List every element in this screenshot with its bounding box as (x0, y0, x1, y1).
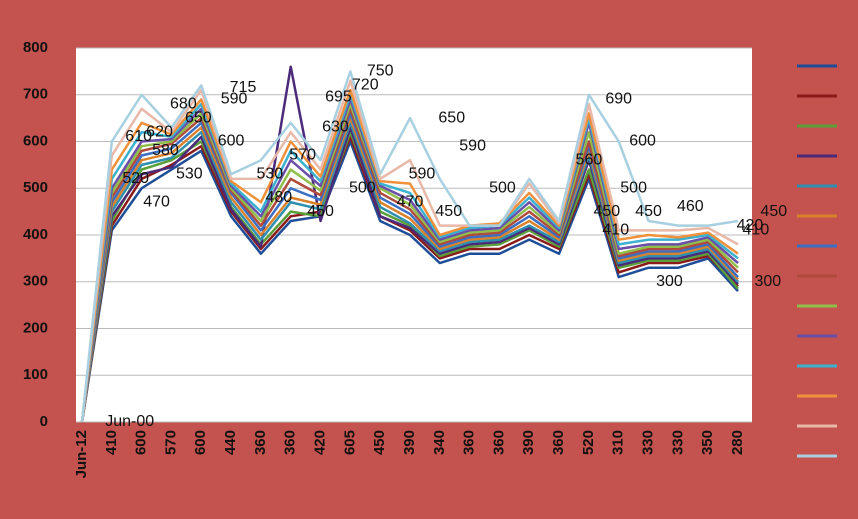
x-tick-label: 570 (162, 430, 179, 455)
x-tick-label: 450 (371, 430, 388, 455)
annotation: 500 (489, 179, 516, 196)
annotation: 410 (743, 222, 770, 239)
annotation: 570 (289, 147, 316, 164)
annotation: 500 (349, 179, 376, 196)
series-line (80, 140, 739, 423)
annotation: 450 (307, 203, 334, 220)
x-tick-label: 440 (222, 430, 239, 455)
y-tick-label: 200 (23, 319, 48, 336)
annotation: 420 (737, 217, 764, 234)
series-line (80, 65, 739, 423)
annotation: 520 (122, 170, 149, 187)
x-tick-label: 360 (490, 430, 507, 455)
x-tick-label: 520 (580, 430, 597, 455)
annotation: 530 (257, 165, 284, 182)
annotation: 450 (593, 203, 620, 220)
x-tick-label: 350 (699, 430, 716, 455)
annotation: 580 (152, 142, 179, 159)
y-tick-label: 400 (23, 226, 48, 243)
series-line (80, 102, 739, 423)
y-tick-label: 300 (23, 273, 48, 290)
x-tick-label: 330 (669, 430, 686, 455)
x-tick-label: 310 (610, 430, 627, 455)
y-tick-label: 0 (40, 413, 48, 430)
annotation: 650 (438, 109, 465, 126)
y-tick-label: 700 (23, 86, 48, 103)
y-tick-label: 100 (23, 366, 48, 383)
annotation: 410 (602, 222, 629, 239)
annotation: 650 (185, 109, 212, 126)
x-tick-label: 605 (341, 430, 358, 455)
x-tick-label: 390 (520, 430, 537, 455)
annotation: 630 (322, 119, 349, 136)
series-line (80, 98, 739, 423)
annotation: 530 (176, 165, 203, 182)
series-line (80, 116, 739, 423)
x-tick-label: 600 (192, 430, 209, 455)
series-line (80, 70, 739, 423)
x-tick-label: 340 (431, 430, 448, 455)
annotation: 460 (677, 198, 704, 215)
x-tick-label: 360 (461, 430, 478, 455)
x-tick-label: Jun-12 (73, 430, 90, 478)
annotation: 470 (397, 193, 424, 210)
annotation: 590 (409, 165, 436, 182)
series-line (80, 93, 739, 423)
annotation: 715 (230, 79, 257, 96)
annotation: 480 (265, 189, 292, 206)
annotation: Jun-00 (105, 413, 154, 430)
annotation: 560 (576, 151, 603, 168)
series-line (80, 135, 739, 423)
annotation: 600 (629, 133, 656, 150)
x-tick-label: 360 (282, 430, 299, 455)
x-tick-label: 360 (550, 430, 567, 455)
y-tick-label: 500 (23, 179, 48, 196)
annotation: 600 (218, 133, 245, 150)
annotation: 620 (146, 123, 173, 140)
y-tick-label: 600 (23, 132, 48, 149)
annotation: 450 (435, 203, 462, 220)
annotation: 695 (325, 88, 352, 105)
x-tick-label: 360 (252, 430, 269, 455)
annotation: 300 (656, 273, 683, 290)
annotation: 500 (620, 179, 647, 196)
annotation: 690 (605, 91, 632, 108)
x-tick-label: 390 (401, 430, 418, 455)
y-tick-label: 800 (23, 39, 48, 56)
annotation: 590 (221, 91, 248, 108)
x-tick-label: 420 (312, 430, 329, 455)
x-tick-label: 600 (133, 430, 150, 455)
series-line (80, 112, 739, 423)
annotation: 750 (367, 63, 394, 80)
x-tick-label: 410 (103, 430, 120, 455)
annotation: 450 (760, 203, 787, 220)
annotation: 720 (352, 77, 379, 94)
annotation: 590 (459, 137, 486, 154)
series-line (80, 107, 739, 423)
annotation: 450 (635, 203, 662, 220)
series-line (80, 79, 739, 423)
x-tick-label: 280 (729, 430, 746, 455)
series-line (80, 88, 739, 423)
annotation: 680 (170, 95, 197, 112)
annotation: 610 (125, 128, 152, 145)
series-line (80, 121, 739, 423)
annotation: 300 (754, 273, 781, 290)
x-tick-label: 330 (640, 430, 657, 455)
annotation: 470 (143, 193, 170, 210)
